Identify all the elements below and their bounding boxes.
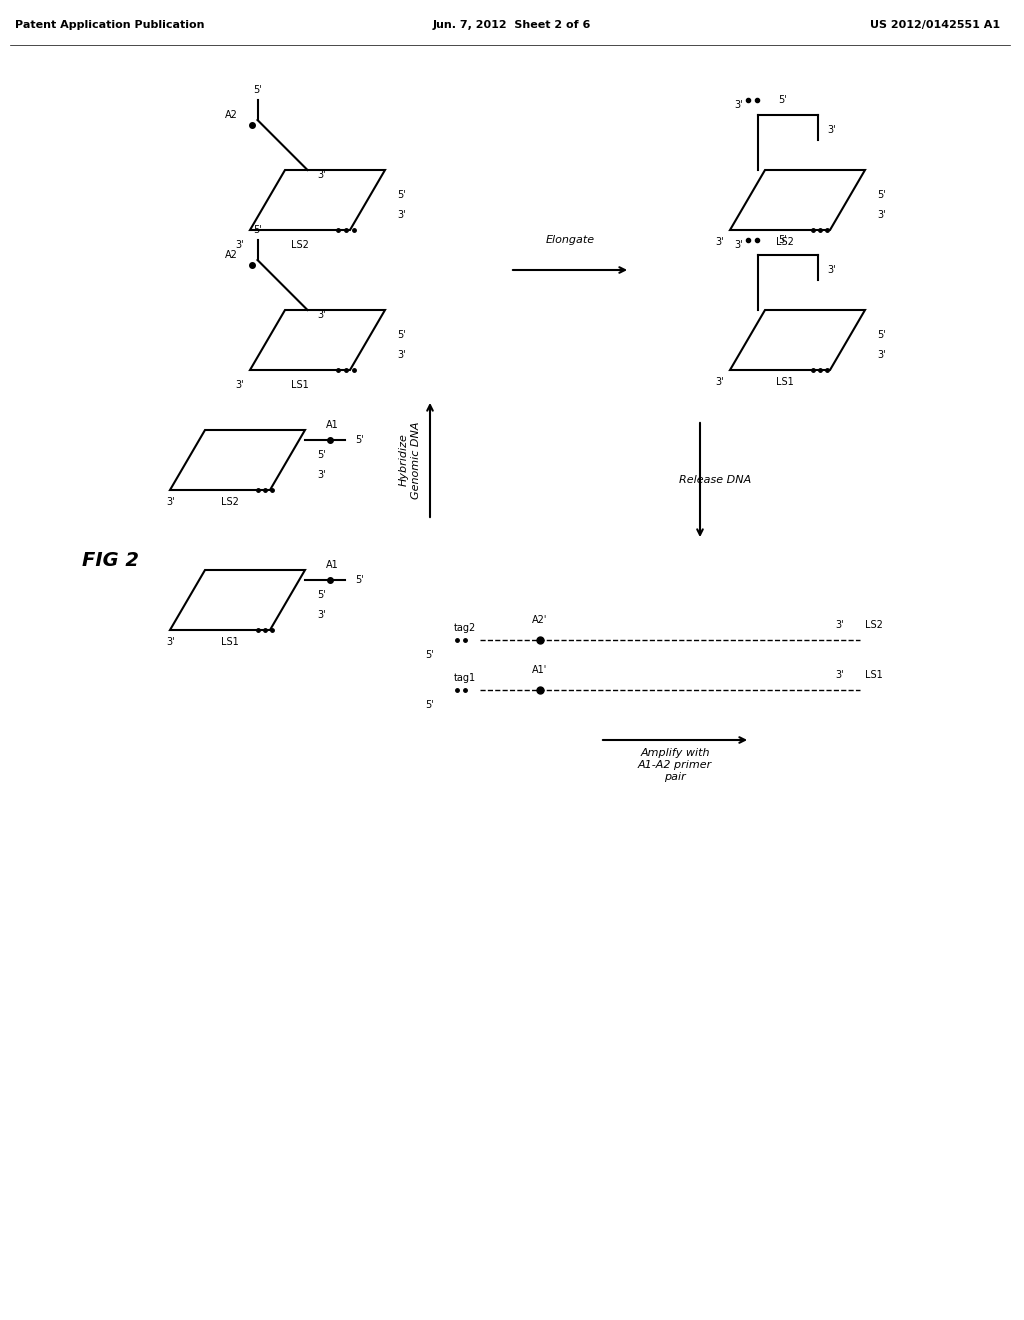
Text: LS2: LS2 xyxy=(221,498,239,507)
Text: 3': 3' xyxy=(836,620,845,630)
Text: Elongate: Elongate xyxy=(546,235,595,246)
Text: 3': 3' xyxy=(166,498,175,507)
Text: 3': 3' xyxy=(397,350,406,360)
Text: Jun. 7, 2012  Sheet 2 of 6: Jun. 7, 2012 Sheet 2 of 6 xyxy=(433,20,591,30)
Text: Patent Application Publication: Patent Application Publication xyxy=(15,20,205,30)
Text: 3': 3' xyxy=(827,125,837,135)
Text: LS2: LS2 xyxy=(291,240,309,249)
Text: tag1: tag1 xyxy=(454,673,476,682)
Text: A2': A2' xyxy=(532,615,548,624)
Text: 5': 5' xyxy=(253,84,262,95)
Text: 5': 5' xyxy=(397,330,406,341)
Text: 3': 3' xyxy=(716,378,724,387)
Text: 3': 3' xyxy=(877,350,886,360)
Text: 5': 5' xyxy=(778,235,786,246)
Text: 3': 3' xyxy=(236,240,245,249)
Text: 3': 3' xyxy=(877,210,886,220)
Text: 3': 3' xyxy=(734,100,742,110)
Text: 5': 5' xyxy=(253,224,262,235)
Text: 5': 5' xyxy=(877,330,886,341)
Text: LS2: LS2 xyxy=(776,238,794,247)
Text: 3': 3' xyxy=(317,470,326,480)
Text: 5': 5' xyxy=(778,95,786,106)
Text: 5': 5' xyxy=(355,576,364,585)
Text: LS2: LS2 xyxy=(865,620,883,630)
Text: A1: A1 xyxy=(326,560,338,570)
Text: Amplify with
A1-A2 primer
pair: Amplify with A1-A2 primer pair xyxy=(638,748,712,781)
Text: 3': 3' xyxy=(317,170,326,180)
Text: 3': 3' xyxy=(166,638,175,647)
Text: 3': 3' xyxy=(236,380,245,389)
Text: LS1: LS1 xyxy=(776,378,794,387)
Text: 3': 3' xyxy=(716,238,724,247)
Text: 5': 5' xyxy=(317,450,326,459)
Text: 5': 5' xyxy=(397,190,406,201)
Text: US 2012/0142551 A1: US 2012/0142551 A1 xyxy=(869,20,1000,30)
Text: FIG 2: FIG 2 xyxy=(82,550,138,569)
Text: LS1: LS1 xyxy=(291,380,309,389)
Text: 3': 3' xyxy=(827,265,837,275)
Text: A1': A1' xyxy=(532,665,548,675)
Text: LS1: LS1 xyxy=(865,671,883,680)
Text: 5': 5' xyxy=(426,649,434,660)
Text: A1: A1 xyxy=(326,420,338,430)
Text: 3': 3' xyxy=(836,671,845,680)
Text: LS1: LS1 xyxy=(221,638,239,647)
Text: 3': 3' xyxy=(317,610,326,620)
Text: 3': 3' xyxy=(397,210,406,220)
Text: 5': 5' xyxy=(355,436,364,445)
Text: A2: A2 xyxy=(224,249,238,260)
Text: A2: A2 xyxy=(224,110,238,120)
Text: 5': 5' xyxy=(317,590,326,601)
Text: 3': 3' xyxy=(734,240,742,249)
Text: 5': 5' xyxy=(426,700,434,710)
Text: tag2: tag2 xyxy=(454,623,476,634)
Text: Hybridize
Genomic DNA: Hybridize Genomic DNA xyxy=(399,421,421,499)
Text: 3': 3' xyxy=(317,310,326,319)
Text: Release DNA: Release DNA xyxy=(679,475,752,484)
Text: 5': 5' xyxy=(877,190,886,201)
